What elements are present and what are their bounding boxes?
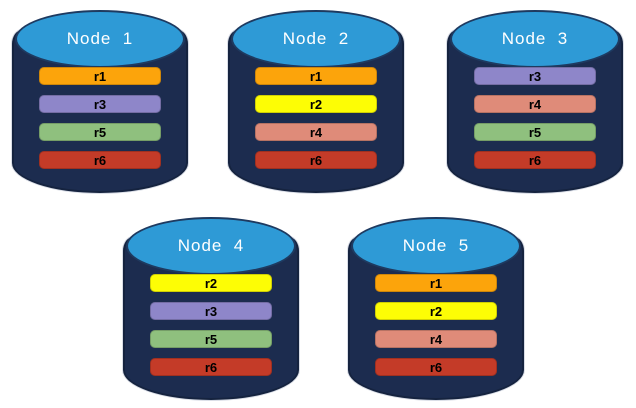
database-node-3: Node 3 r3 r4 r5 r6 (447, 10, 623, 193)
replica-bar-r3: r3 (474, 67, 596, 85)
replica-bar-r5: r5 (150, 330, 272, 348)
cylinder-top-ellipse: Node 4 (126, 217, 296, 275)
replica-bar-r2: r2 (150, 274, 272, 292)
replica-list: r1 r2 r4 r6 (228, 67, 404, 169)
cylinder-top-ellipse: Node 5 (351, 217, 521, 275)
replica-bar-r6: r6 (150, 358, 272, 376)
replica-list: r2 r3 r5 r6 (123, 274, 299, 376)
replica-bar-r4: r4 (474, 95, 596, 113)
cylinder-top-ellipse: Node 1 (15, 10, 185, 68)
node-title: Node 1 (66, 29, 134, 48)
database-node-4: Node 4 r2 r3 r5 r6 (123, 217, 299, 400)
database-node-2: Node 2 r1 r2 r4 r6 (228, 10, 404, 193)
replica-bar-r6: r6 (255, 151, 377, 169)
replica-bar-r6: r6 (474, 151, 596, 169)
replica-bar-r2: r2 (375, 302, 497, 320)
node-title: Node 2 (282, 29, 350, 48)
replica-bar-r1: r1 (255, 67, 377, 85)
database-node-5: Node 5 r1 r2 r4 r6 (348, 217, 524, 400)
replica-bar-r6: r6 (39, 151, 161, 169)
replica-bar-r2: r2 (255, 95, 377, 113)
replica-bar-r6: r6 (375, 358, 497, 376)
replica-bar-r3: r3 (39, 95, 161, 113)
replica-bar-r3: r3 (150, 302, 272, 320)
replica-bar-r4: r4 (255, 123, 377, 141)
node-title: Node 5 (402, 236, 470, 255)
database-node-1: Node 1 r1 r3 r5 r6 (12, 10, 188, 193)
replica-list: r3 r4 r5 r6 (447, 67, 623, 169)
node-title: Node 3 (501, 29, 569, 48)
replica-bar-r1: r1 (39, 67, 161, 85)
cylinder-top-ellipse: Node 3 (450, 10, 620, 68)
replica-bar-r1: r1 (375, 274, 497, 292)
replica-list: r1 r2 r4 r6 (348, 274, 524, 376)
replica-list: r1 r3 r5 r6 (12, 67, 188, 169)
replica-bar-r4: r4 (375, 330, 497, 348)
cylinder-top-ellipse: Node 2 (231, 10, 401, 68)
node-title: Node 4 (177, 236, 245, 255)
replica-bar-r5: r5 (39, 123, 161, 141)
replica-bar-r5: r5 (474, 123, 596, 141)
